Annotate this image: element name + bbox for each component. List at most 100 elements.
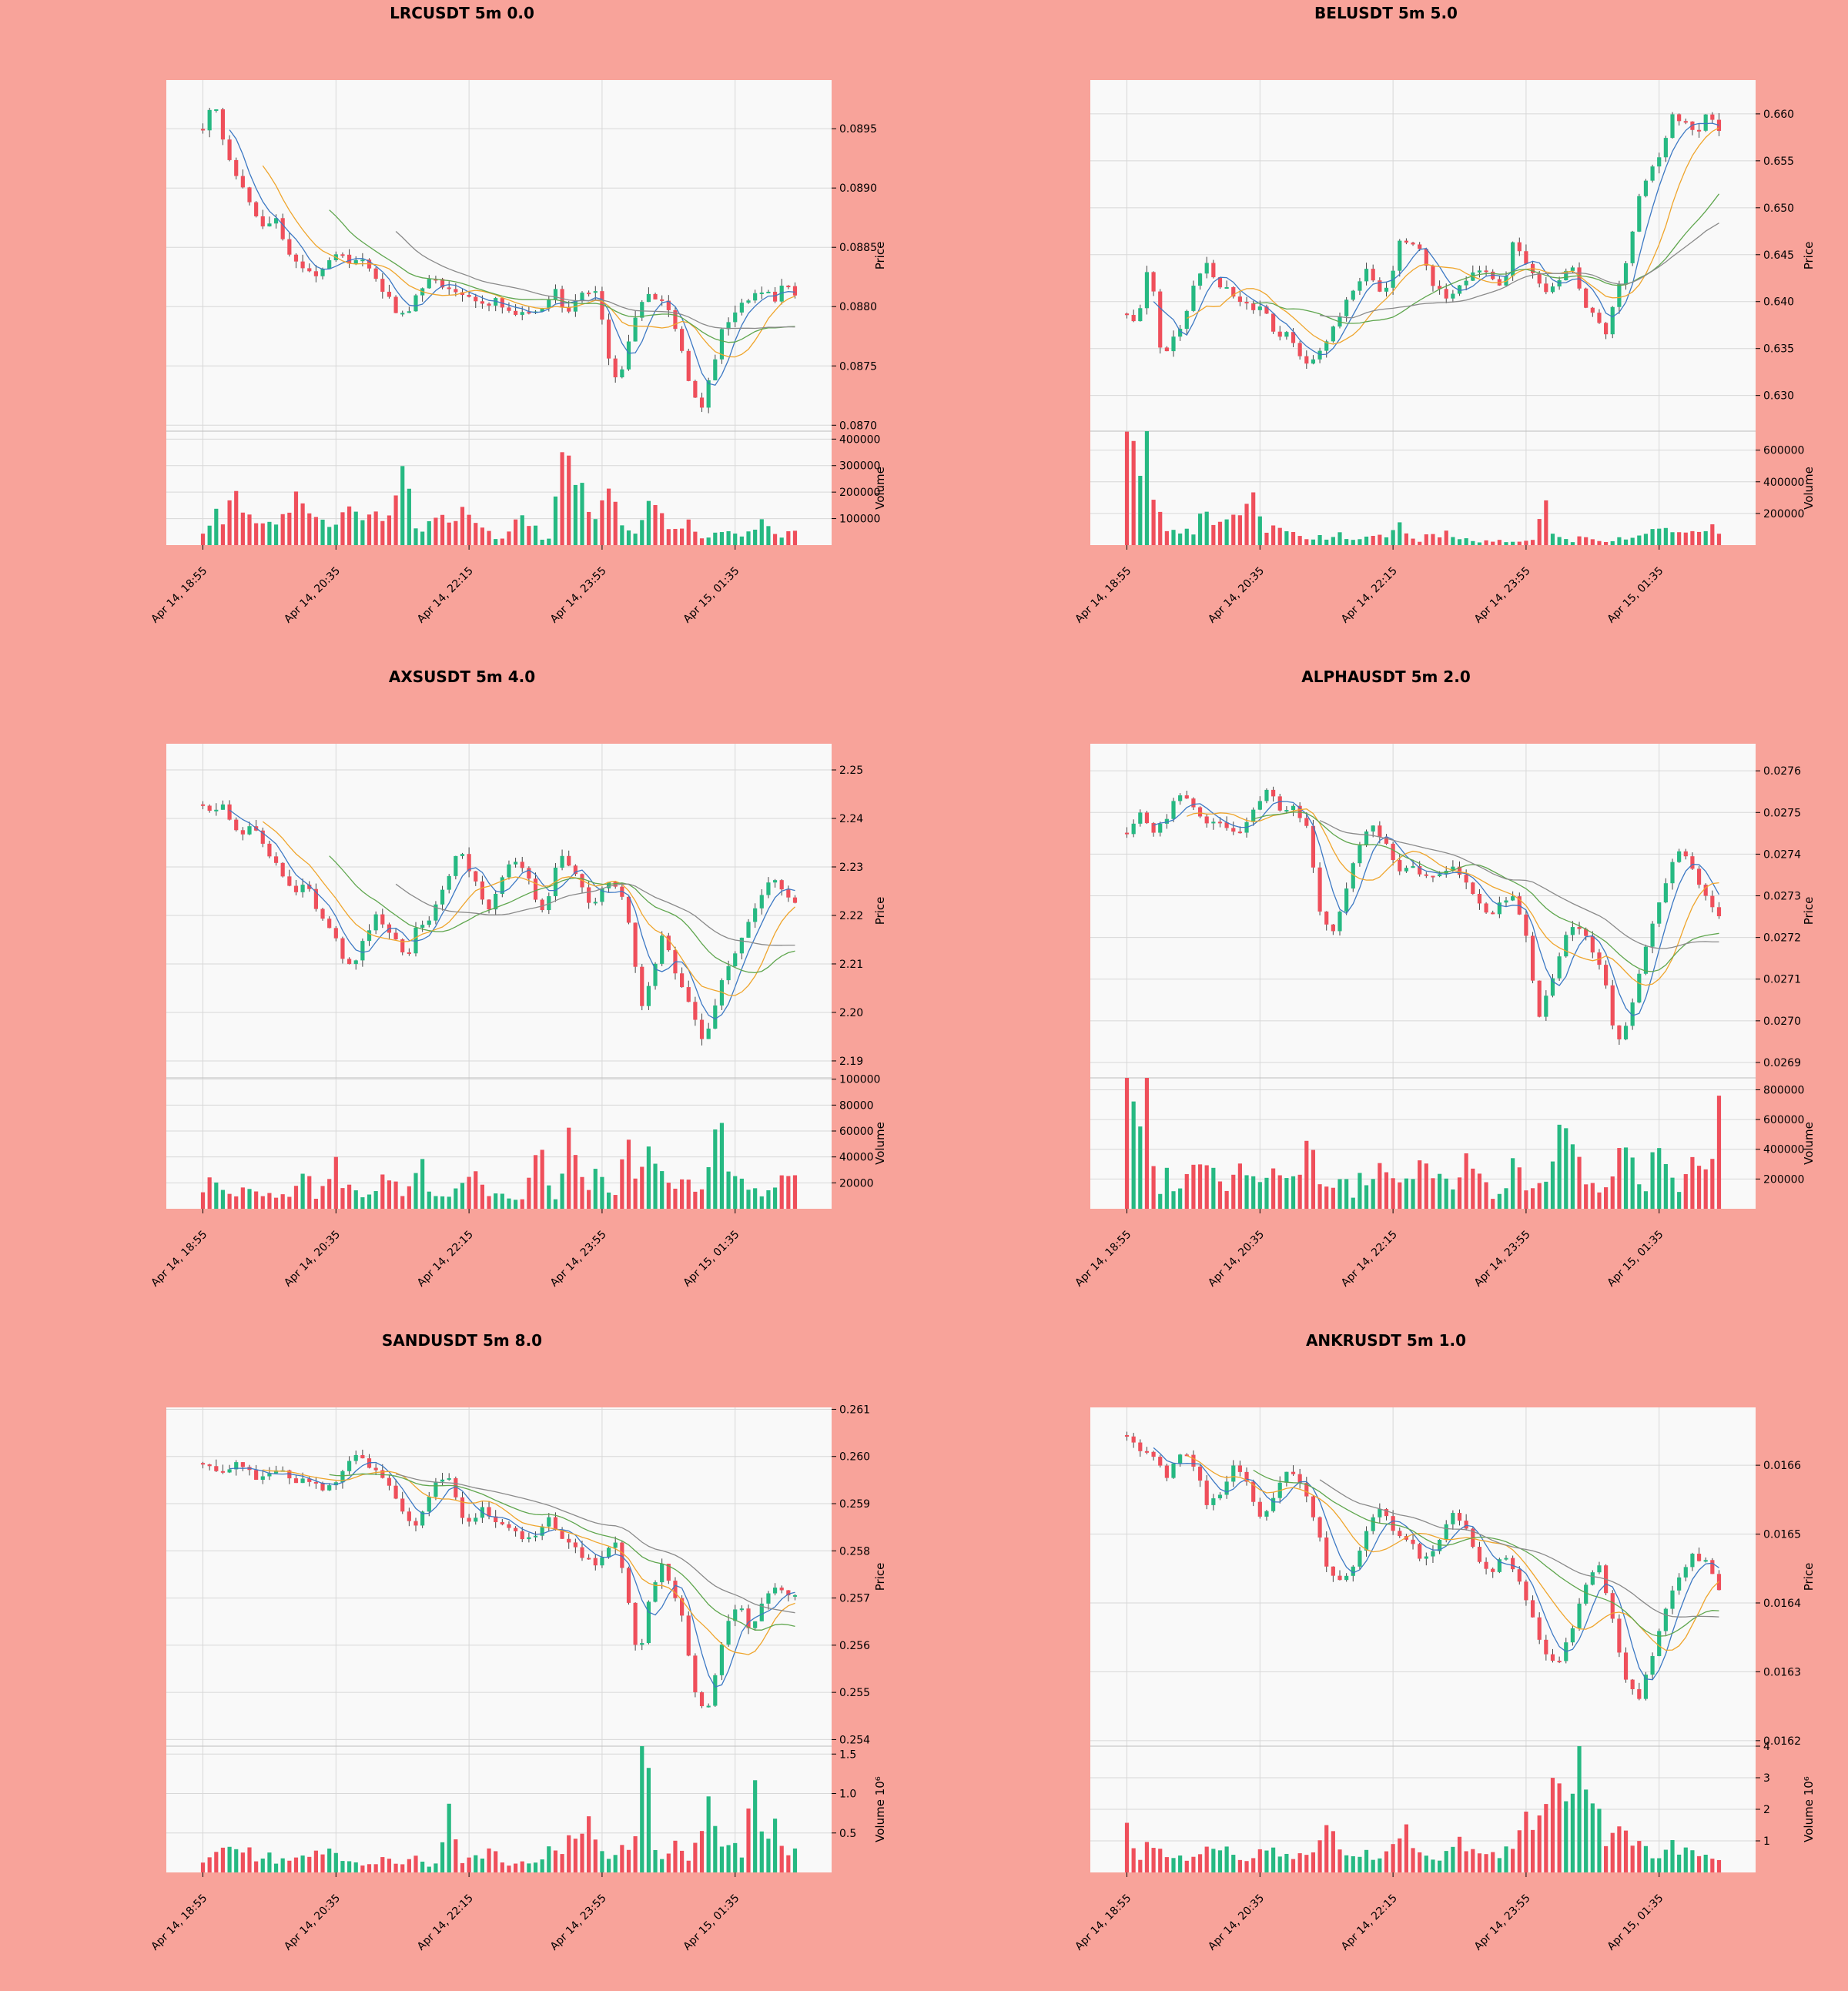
volume-bar	[1557, 1124, 1562, 1209]
volume-bar	[1131, 1848, 1136, 1872]
volume-bar	[360, 1197, 365, 1209]
candle-body	[606, 882, 611, 888]
candle-body	[1557, 1661, 1562, 1663]
volume-bar	[1331, 537, 1335, 545]
volume-bar	[1597, 540, 1602, 545]
volume-bar	[214, 508, 219, 545]
volume-bar	[1710, 1159, 1715, 1209]
candle-body	[653, 963, 658, 986]
plot-area	[166, 80, 832, 545]
candle-body	[686, 987, 691, 1002]
volume-bar	[293, 1186, 299, 1209]
volume-bar	[1311, 1852, 1316, 1872]
price-tick-label: 0.0163	[1763, 1666, 1801, 1678]
volume-bar	[713, 1825, 718, 1872]
candle-body	[440, 889, 445, 905]
candle-body	[699, 1692, 705, 1707]
volume-bar	[673, 1840, 678, 1872]
volume-bar	[626, 530, 631, 545]
candle-body	[719, 329, 725, 360]
candle-body	[1304, 356, 1309, 364]
candle-body	[220, 1471, 226, 1473]
candle-body	[1511, 896, 1515, 901]
candle-body	[440, 1479, 445, 1482]
volume-tick-label: 80000	[839, 1099, 874, 1112]
volume-bar	[553, 1199, 558, 1209]
volume-bar	[1271, 1847, 1276, 1872]
candle-body	[1244, 1471, 1249, 1482]
volume-bar	[1438, 1173, 1442, 1209]
volume-bar	[1391, 1178, 1395, 1209]
volume-bar	[620, 1845, 624, 1872]
candle-body	[1696, 129, 1702, 132]
volume-bar	[1178, 1188, 1183, 1209]
volume-bar	[1431, 1859, 1435, 1872]
volume-bar	[1144, 1842, 1150, 1872]
candle-body	[547, 896, 551, 911]
volume-bar	[1431, 1178, 1435, 1209]
candle-body	[327, 1485, 332, 1491]
candle-body	[1384, 287, 1389, 292]
volume-bar	[1358, 539, 1362, 545]
volume-bar	[1444, 530, 1448, 545]
candle-body	[1610, 985, 1615, 1026]
candle-body	[1683, 851, 1688, 857]
volume-bar	[567, 455, 571, 545]
x-tick-label: Apr 14, 23:55	[548, 565, 609, 626]
volume-bar	[600, 1176, 604, 1209]
volume-bar	[287, 512, 292, 545]
candle-body	[633, 1602, 638, 1645]
candle-body	[207, 805, 212, 811]
volume-bar	[726, 1171, 731, 1209]
volume-bar	[1404, 1178, 1408, 1209]
candle-body	[1191, 286, 1196, 311]
volume-bar	[646, 1146, 651, 1209]
candle-body	[200, 804, 206, 806]
volume-bar	[772, 1187, 778, 1209]
volume-bar	[240, 1187, 245, 1209]
volume-bar	[1484, 1182, 1488, 1209]
volume-bar	[347, 1861, 352, 1872]
candle-body	[240, 1462, 245, 1467]
chart-sandusdt: SANDUSDT 5m 8.0 0.261 0.260 0.259 0.258 0.257…	[149, 1331, 887, 1953]
candle-body	[1457, 866, 1462, 875]
candle-body	[1670, 1590, 1675, 1609]
volume-bar	[1284, 531, 1289, 545]
volume-bar	[1491, 1199, 1495, 1209]
candle-body	[214, 809, 219, 811]
candle-body	[1197, 273, 1203, 286]
volume-bar	[1663, 527, 1668, 545]
volume-bar	[440, 514, 445, 545]
volume-bar	[719, 1846, 725, 1872]
candle-body	[1257, 801, 1262, 810]
candle-body	[620, 1542, 624, 1568]
candle-body	[1411, 866, 1415, 868]
volume-tick-label: 4	[1763, 1741, 1770, 1753]
volume-bar	[1197, 1164, 1203, 1209]
volume-bar	[1358, 1173, 1362, 1209]
candle-body	[1696, 868, 1702, 885]
volume-bar	[440, 1842, 445, 1872]
volume-bar	[527, 1863, 531, 1872]
volume-bar	[660, 1171, 665, 1209]
volume-bar	[1264, 1177, 1269, 1209]
candle-body	[1271, 1497, 1276, 1511]
volume-bar	[1398, 1182, 1402, 1209]
volume-bar	[1444, 1851, 1448, 1872]
volume-bar	[1324, 539, 1329, 545]
chart-title: LRCUSDT 5m 0.0	[390, 4, 534, 22]
candle-body	[1131, 823, 1136, 835]
volume-bar	[494, 1193, 498, 1209]
volume-bar	[1264, 1850, 1269, 1872]
candle-body	[254, 1470, 259, 1481]
volume-bar	[1623, 1147, 1629, 1209]
volume-bar	[214, 1852, 219, 1872]
volume-bar	[759, 519, 764, 545]
volume-bar	[1451, 537, 1455, 545]
volume-bar	[1411, 1848, 1415, 1872]
volume-tick-label: 200000	[1763, 508, 1804, 520]
price-axis-label: Price	[1802, 1563, 1816, 1591]
volume-bar	[267, 1852, 272, 1872]
candle-body	[726, 322, 731, 330]
candle-body	[706, 1029, 711, 1039]
